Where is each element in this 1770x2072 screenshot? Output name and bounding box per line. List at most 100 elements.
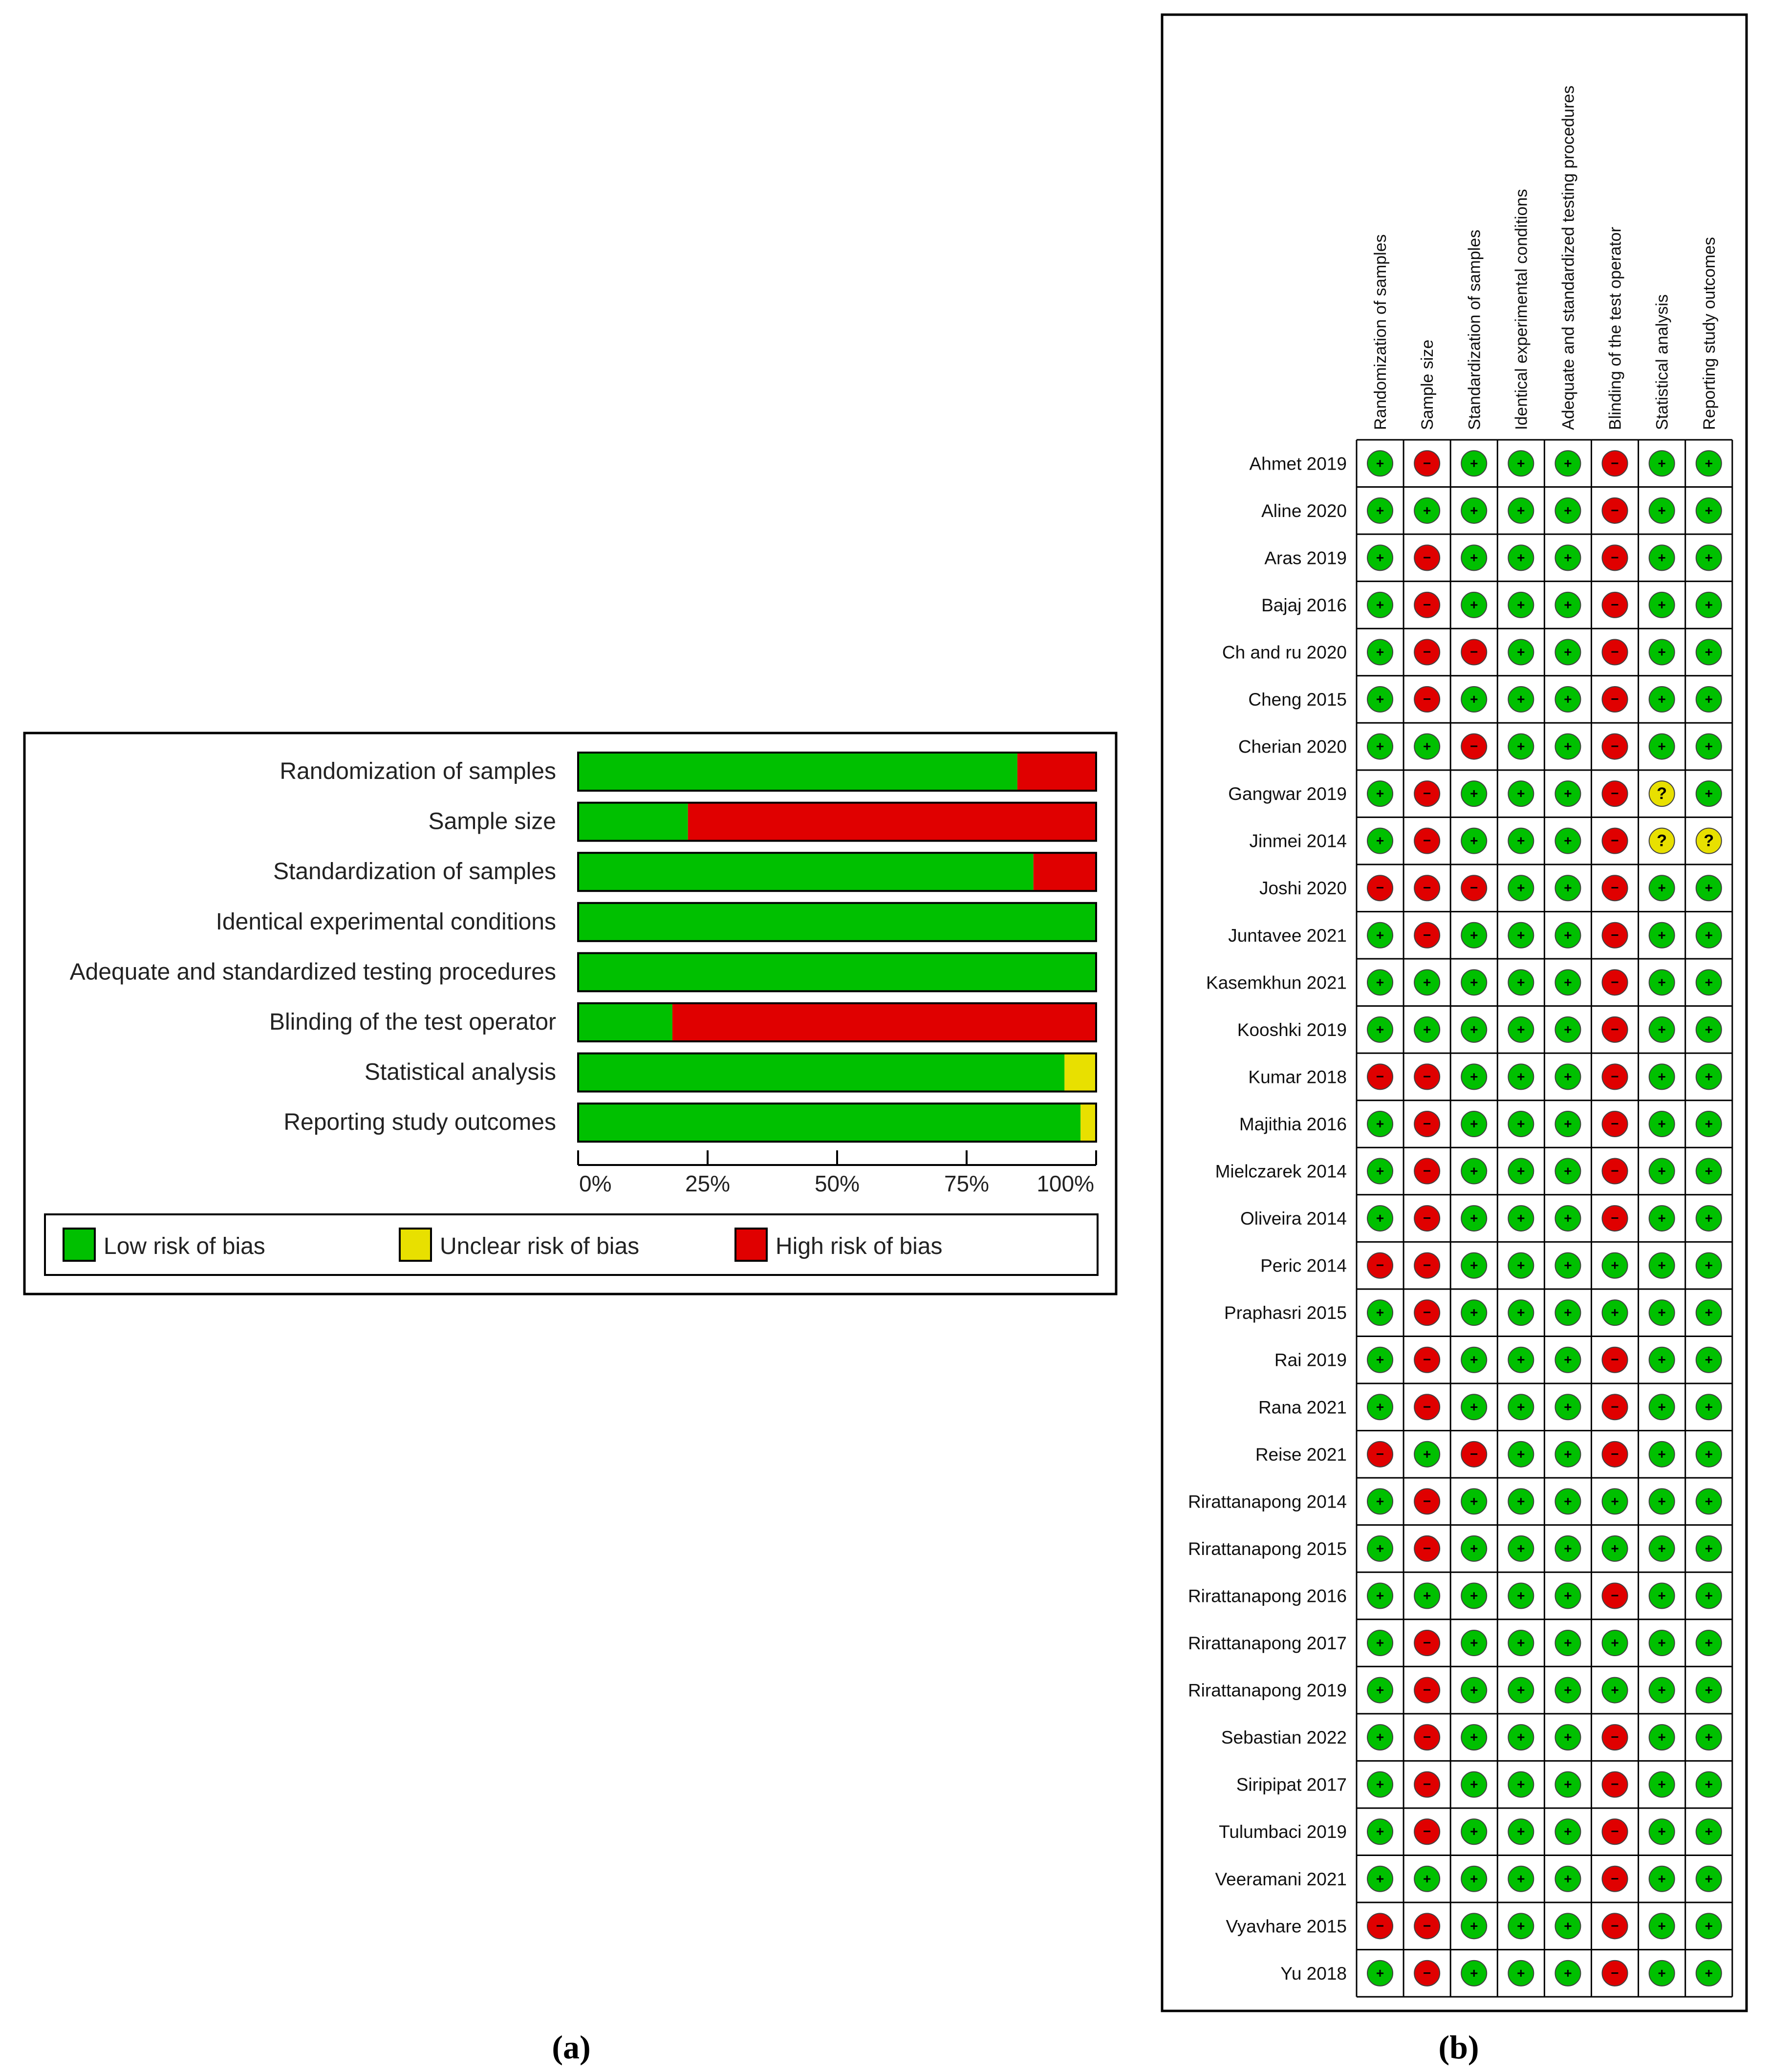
rating-symbol: − xyxy=(1470,644,1478,659)
rating-symbol: + xyxy=(1564,786,1572,801)
rating-symbol: + xyxy=(1376,691,1384,707)
rating-symbol: + xyxy=(1705,1541,1713,1556)
rating-circle xyxy=(1695,1913,1722,1940)
rating-circle xyxy=(1461,1865,1488,1892)
rating-high-icon: − xyxy=(1414,591,1441,618)
rating-symbol: + xyxy=(1376,1871,1384,1886)
study-label: Peric 2014 xyxy=(1260,1256,1347,1276)
study-label: Siripipat 2017 xyxy=(1236,1775,1347,1795)
rating-high-icon: − xyxy=(1601,1913,1628,1940)
rating-symbol: − xyxy=(1423,786,1431,801)
study-label: Juntavee 2021 xyxy=(1228,926,1347,946)
rating-low-icon: + xyxy=(1508,780,1534,807)
rating-symbol: + xyxy=(1564,1729,1572,1745)
rating-circle xyxy=(1695,1252,1722,1279)
rating-low-icon: + xyxy=(1367,591,1394,618)
rating-circle xyxy=(1554,1488,1581,1515)
rating-low-icon: + xyxy=(1508,1488,1534,1515)
rating-circle xyxy=(1601,1441,1628,1468)
rating-circle xyxy=(1461,1205,1488,1232)
rating-symbol: + xyxy=(1517,1446,1525,1462)
rating-circle xyxy=(1695,1535,1722,1562)
rating-symbol: + xyxy=(1658,928,1665,943)
rating-high-icon: − xyxy=(1601,827,1628,854)
rating-low-icon: + xyxy=(1648,1346,1675,1373)
rating-high-icon: − xyxy=(1601,450,1628,477)
rating-circle xyxy=(1461,1771,1488,1798)
rating-symbol: ? xyxy=(1704,832,1714,850)
rating-circle xyxy=(1414,1865,1441,1892)
rating-high-icon: − xyxy=(1367,1913,1394,1940)
rating-low-icon: + xyxy=(1508,497,1534,524)
bar-outline xyxy=(577,801,1097,842)
rating-circle xyxy=(1367,1488,1394,1515)
rating-unclear-icon: ? xyxy=(1648,827,1675,854)
rating-circle xyxy=(1461,733,1488,760)
rating-low-icon: + xyxy=(1695,1630,1722,1657)
rating-circle xyxy=(1367,544,1394,571)
rating-low-icon: + xyxy=(1695,1535,1722,1562)
rating-circle xyxy=(1367,780,1394,807)
rating-low-icon: + xyxy=(1695,1724,1722,1751)
bar-segment-low xyxy=(578,1003,672,1041)
rating-low-icon: + xyxy=(1367,780,1394,807)
rating-circle xyxy=(1648,733,1675,760)
rating-symbol: − xyxy=(1611,1446,1619,1462)
rating-circle xyxy=(1508,1724,1534,1751)
rating-low-icon: + xyxy=(1461,1158,1488,1185)
rating-circle xyxy=(1648,544,1675,571)
rating-low-icon: + xyxy=(1554,1441,1581,1468)
rating-symbol: + xyxy=(1658,1824,1665,1839)
rating-circle xyxy=(1695,780,1722,807)
study-label: Ahmet 2019 xyxy=(1249,453,1347,474)
rating-symbol: + xyxy=(1705,503,1713,518)
panel-b-frame xyxy=(1161,13,1748,2012)
study-label: Jinmei 2014 xyxy=(1249,831,1347,851)
rating-low-icon: + xyxy=(1367,969,1394,996)
rating-symbol: − xyxy=(1611,1164,1619,1179)
rating-symbol: + xyxy=(1658,1871,1665,1886)
x-tick-label: 50% xyxy=(815,1171,860,1196)
rating-low-icon: + xyxy=(1648,1299,1675,1326)
rating-circle xyxy=(1554,1063,1581,1090)
rating-low-icon: + xyxy=(1367,1535,1394,1562)
rating-circle xyxy=(1554,1252,1581,1279)
rating-symbol: + xyxy=(1517,1824,1525,1839)
rating-low-icon: + xyxy=(1414,733,1441,760)
rating-symbol: + xyxy=(1705,1164,1713,1179)
rating-low-icon: + xyxy=(1695,591,1722,618)
rating-symbol: + xyxy=(1564,691,1572,707)
rating-low-icon: + xyxy=(1554,733,1581,760)
rating-high-icon: − xyxy=(1414,1110,1441,1137)
rating-unclear-icon: ? xyxy=(1695,827,1722,854)
rating-circle xyxy=(1414,875,1441,902)
rating-low-icon: + xyxy=(1554,1865,1581,1892)
rating-circle xyxy=(1367,1110,1394,1137)
rating-symbol: − xyxy=(1423,1918,1431,1933)
rating-symbol: + xyxy=(1705,1824,1713,1839)
rating-circle xyxy=(1554,1158,1581,1185)
rating-symbol: + xyxy=(1517,691,1525,707)
rating-circle xyxy=(1461,1913,1488,1940)
rating-circle xyxy=(1508,969,1534,996)
rating-circle xyxy=(1601,686,1628,713)
rating-symbol: − xyxy=(1423,1399,1431,1414)
rating-circle xyxy=(1367,1252,1394,1279)
rating-circle xyxy=(1601,1960,1628,1986)
rating-symbol: + xyxy=(1564,880,1572,895)
rating-circle xyxy=(1695,1724,1722,1751)
rating-circle xyxy=(1414,686,1441,713)
rating-high-icon: − xyxy=(1414,544,1441,571)
rating-low-icon: + xyxy=(1648,1724,1675,1751)
rating-high-icon: − xyxy=(1601,497,1628,524)
rating-circle xyxy=(1508,1063,1534,1090)
rating-symbol: + xyxy=(1470,1164,1478,1179)
rating-symbol: + xyxy=(1470,833,1478,848)
rating-circle xyxy=(1508,591,1534,618)
rating-symbol: − xyxy=(1611,1824,1619,1839)
rating-symbol: − xyxy=(1376,1258,1384,1273)
domain-label: Identical experimental conditions xyxy=(216,909,556,935)
rating-symbol: + xyxy=(1705,1493,1713,1509)
rating-circle xyxy=(1554,827,1581,854)
rating-circle xyxy=(1695,733,1722,760)
